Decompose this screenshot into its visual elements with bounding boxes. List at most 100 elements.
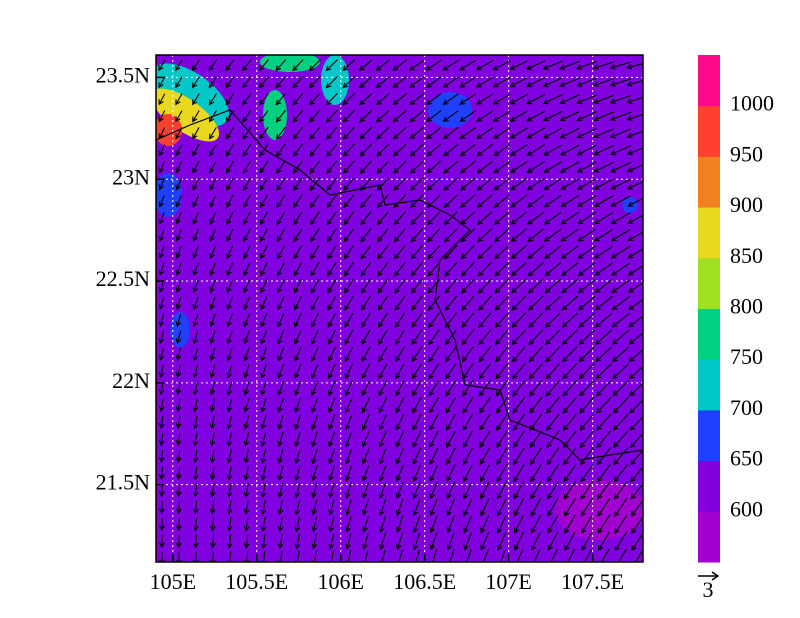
wind-arrow <box>511 295 527 311</box>
wind-arrow <box>512 396 526 414</box>
wind-arrow <box>192 262 199 277</box>
wind-arrow <box>409 126 424 140</box>
wind-arrow <box>342 76 356 89</box>
wind-arrow <box>529 413 543 431</box>
wind-arrow <box>429 413 439 431</box>
wind-arrow <box>509 127 528 139</box>
wind-arrow <box>543 127 563 139</box>
wind-arrow <box>542 60 563 70</box>
wind-arrow <box>259 126 269 140</box>
wind-arrow <box>443 194 458 208</box>
wind-arrow <box>375 76 390 89</box>
wind-arrow <box>428 329 440 346</box>
colorbar: 600 650 700 750 800 850 900 950 1000 <box>698 55 774 563</box>
wind-arrow <box>628 298 643 311</box>
wind-arrow <box>327 262 337 277</box>
wind-arrow <box>543 211 562 225</box>
wind-arrow <box>226 245 234 260</box>
wind-arrow <box>378 397 388 414</box>
wind-arrow <box>429 464 439 483</box>
wind-arrow <box>326 211 337 226</box>
wind-arrow <box>377 312 388 329</box>
wind-arrow <box>294 448 301 465</box>
wind-arrow <box>209 228 217 243</box>
wind-arrow <box>375 93 390 106</box>
wind-arrow <box>175 127 183 140</box>
wind-arrow <box>428 363 440 380</box>
wind-arrow <box>175 246 182 259</box>
wind-arrow <box>226 347 233 362</box>
wind-arrow <box>328 414 336 431</box>
wind-arrow <box>209 245 217 260</box>
wind-arrow <box>310 245 320 260</box>
wind-arrow <box>243 296 251 311</box>
wind-arrow <box>429 447 439 466</box>
wind-arrow <box>609 94 632 104</box>
wind-arrow <box>461 278 475 294</box>
wind-arrow <box>175 449 182 464</box>
wind-arrow <box>243 262 251 277</box>
wind-arrow <box>497 532 507 551</box>
wind-arrow <box>226 432 233 447</box>
wind-arrow <box>626 96 643 104</box>
wind-arrow <box>327 295 337 311</box>
wind-arrow <box>392 93 407 106</box>
colorbar-label: 600 <box>730 496 763 521</box>
wind-arrow <box>560 194 579 208</box>
wind-arrow <box>394 261 406 277</box>
wind-arrow <box>260 296 268 311</box>
wind-arrow <box>243 228 251 243</box>
wind-arrow <box>628 315 643 328</box>
wind-arrow <box>459 76 477 88</box>
wind-arrow <box>342 93 356 106</box>
wind-arrow <box>276 228 286 243</box>
wind-arrow <box>460 228 475 243</box>
wind-arrow <box>376 177 390 192</box>
wind-arrow <box>394 295 406 311</box>
wind-arrow <box>208 110 217 123</box>
wind-arrow <box>342 109 355 123</box>
wind-arrow <box>461 329 475 346</box>
wind-arrow <box>463 549 472 562</box>
wind-arrow <box>311 482 318 499</box>
wind-arrow <box>479 464 490 483</box>
wind-arrow <box>493 177 510 191</box>
wind-arrow <box>226 415 233 430</box>
wind-arrow <box>445 380 457 397</box>
wind-arrow <box>611 262 631 276</box>
wind-arrow <box>258 76 269 89</box>
wind-arrow <box>596 464 611 483</box>
wind-arrow <box>495 363 509 380</box>
wind-arrow <box>175 398 182 413</box>
wind-arrow <box>226 364 233 379</box>
wind-arrow <box>309 93 321 106</box>
wind-arrow <box>260 228 268 243</box>
wind-arrow <box>243 500 250 515</box>
wind-arrow <box>627 281 643 293</box>
wind-arrow <box>277 347 285 362</box>
wind-arrow <box>175 76 183 89</box>
wind-arrow <box>225 76 235 89</box>
wind-arrow <box>175 279 182 293</box>
wind-arrow <box>412 414 422 431</box>
wind-arrow <box>294 533 301 550</box>
wind-arrow <box>479 430 491 449</box>
wind-arrow <box>496 413 508 431</box>
wind-arrow <box>626 79 643 87</box>
wind-arrow <box>394 312 406 329</box>
wind-arrow <box>192 534 199 549</box>
wind-arrow <box>462 363 474 380</box>
wind-arrow <box>612 413 629 431</box>
wind-arrow <box>294 431 301 448</box>
wind-arrow <box>392 59 408 71</box>
wind-arrow <box>379 549 386 562</box>
wind-arrow <box>411 295 423 311</box>
wind-arrow <box>580 497 594 517</box>
wind-arrow <box>610 228 631 242</box>
wind-arrow <box>412 430 422 448</box>
wind-arrow <box>444 278 458 294</box>
wind-arrow <box>530 514 542 534</box>
wind-arrow <box>412 464 421 483</box>
wind-arrow <box>460 211 476 226</box>
wind-arrow <box>496 430 508 449</box>
